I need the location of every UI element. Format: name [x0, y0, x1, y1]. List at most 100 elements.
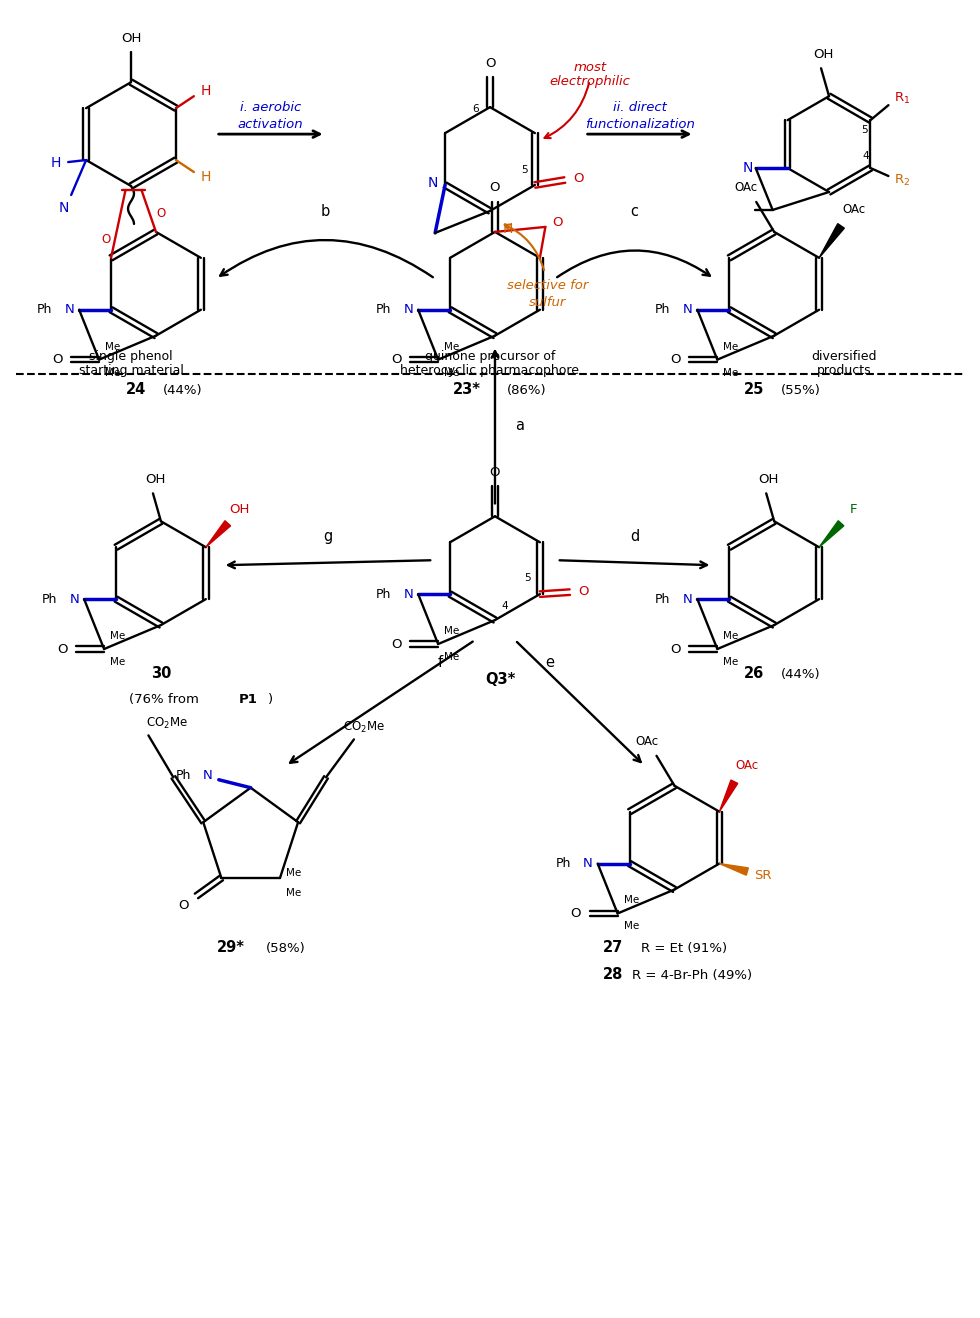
Text: N: N [65, 303, 74, 316]
Text: P1: P1 [239, 693, 258, 706]
Text: b: b [320, 204, 330, 219]
Text: O: O [57, 642, 68, 655]
Text: R = 4-Br-Ph (49%): R = 4-Br-Ph (49%) [632, 969, 753, 982]
Text: Ph: Ph [37, 303, 52, 316]
Text: Me: Me [623, 921, 639, 932]
Text: diversified: diversified [811, 351, 877, 364]
Text: Ph: Ph [655, 303, 670, 316]
Text: O: O [670, 353, 681, 366]
Text: CO$_2$Me: CO$_2$Me [343, 720, 385, 735]
Text: most: most [573, 61, 607, 74]
Text: Ph: Ph [556, 857, 570, 870]
Text: 28: 28 [603, 967, 623, 982]
Text: (58%): (58%) [266, 942, 306, 956]
Text: 25: 25 [744, 381, 764, 397]
Text: O: O [391, 638, 402, 651]
Text: N: N [70, 593, 79, 606]
Text: F: F [850, 502, 857, 515]
Text: 4: 4 [502, 601, 509, 612]
Text: N: N [682, 593, 692, 606]
Text: N: N [583, 857, 593, 870]
Text: OH: OH [758, 473, 778, 486]
Text: 5: 5 [861, 125, 868, 136]
Text: Me: Me [444, 652, 460, 662]
Text: O: O [490, 465, 500, 478]
Polygon shape [819, 521, 844, 547]
Polygon shape [206, 521, 230, 547]
Text: Ph: Ph [376, 588, 391, 601]
Text: N: N [59, 200, 70, 215]
Text: selective for: selective for [507, 279, 589, 293]
Text: O: O [552, 216, 563, 229]
Text: Me: Me [723, 631, 739, 641]
Text: OH: OH [121, 32, 141, 45]
Text: functionalization: functionalization [585, 117, 695, 130]
Text: R = Et (91%): R = Et (91%) [641, 942, 727, 956]
Text: H: H [51, 156, 62, 170]
Text: CO$_2$Me: CO$_2$Me [146, 716, 188, 731]
Text: sulfur: sulfur [529, 297, 566, 310]
Text: products: products [816, 364, 871, 377]
Text: d: d [630, 529, 639, 544]
Text: Me: Me [286, 888, 301, 898]
Text: Me: Me [723, 656, 739, 667]
Text: (76% from: (76% from [128, 693, 203, 706]
Text: Me: Me [444, 341, 460, 352]
Text: i. aerobic: i. aerobic [240, 100, 301, 113]
Text: R$_2$: R$_2$ [895, 173, 910, 187]
Text: N: N [428, 177, 438, 190]
Text: Me: Me [110, 656, 125, 667]
Text: quinone precursor of: quinone precursor of [424, 351, 556, 364]
Text: Ph: Ph [376, 303, 391, 316]
Text: 26: 26 [744, 666, 764, 681]
Text: O: O [52, 353, 63, 366]
Text: Me: Me [105, 341, 121, 352]
Text: OH: OH [812, 47, 833, 61]
Text: N: N [404, 588, 414, 601]
Text: e: e [545, 655, 555, 671]
Text: ii. direct: ii. direct [612, 100, 666, 113]
Text: 29*: 29* [217, 940, 245, 956]
Text: N: N [743, 161, 753, 175]
Text: single phenol: single phenol [89, 351, 172, 364]
Text: O: O [670, 642, 681, 655]
Text: 24: 24 [125, 381, 146, 397]
Text: H: H [503, 221, 514, 236]
Text: (44%): (44%) [781, 668, 821, 681]
Text: OAc: OAc [736, 759, 759, 772]
Polygon shape [719, 780, 738, 812]
Text: ): ) [269, 693, 273, 706]
Text: O: O [570, 907, 581, 920]
Text: heterocyclic pharmacophore: heterocyclic pharmacophore [401, 364, 579, 377]
Text: O: O [573, 171, 584, 185]
Text: H: H [201, 84, 211, 99]
Text: c: c [630, 204, 639, 219]
Text: (86%): (86%) [507, 384, 547, 397]
Text: O: O [391, 353, 402, 366]
Text: 4: 4 [862, 152, 869, 161]
Text: 23*: 23* [453, 381, 481, 397]
Text: OH: OH [229, 502, 250, 515]
Text: O: O [178, 899, 189, 912]
Text: Me: Me [110, 631, 125, 641]
Text: OH: OH [145, 473, 166, 486]
Text: Q3*: Q3* [485, 672, 515, 688]
Text: 5: 5 [521, 165, 528, 175]
Text: electrophilic: electrophilic [550, 75, 630, 88]
Text: Me: Me [286, 869, 301, 878]
Text: (44%): (44%) [163, 384, 203, 397]
Text: Me: Me [444, 368, 460, 377]
Text: f: f [438, 655, 443, 671]
Text: (55%): (55%) [781, 384, 821, 397]
Text: O: O [102, 233, 111, 246]
Text: 6: 6 [472, 104, 479, 115]
Text: O: O [490, 182, 500, 195]
Text: Me: Me [723, 341, 739, 352]
Text: 30: 30 [151, 666, 171, 681]
Text: Me: Me [623, 895, 639, 905]
Text: Me: Me [105, 368, 121, 377]
Text: Me: Me [723, 368, 739, 377]
Text: R$_1$: R$_1$ [894, 91, 910, 105]
Text: O: O [485, 57, 495, 70]
Text: OAc: OAc [635, 735, 659, 749]
